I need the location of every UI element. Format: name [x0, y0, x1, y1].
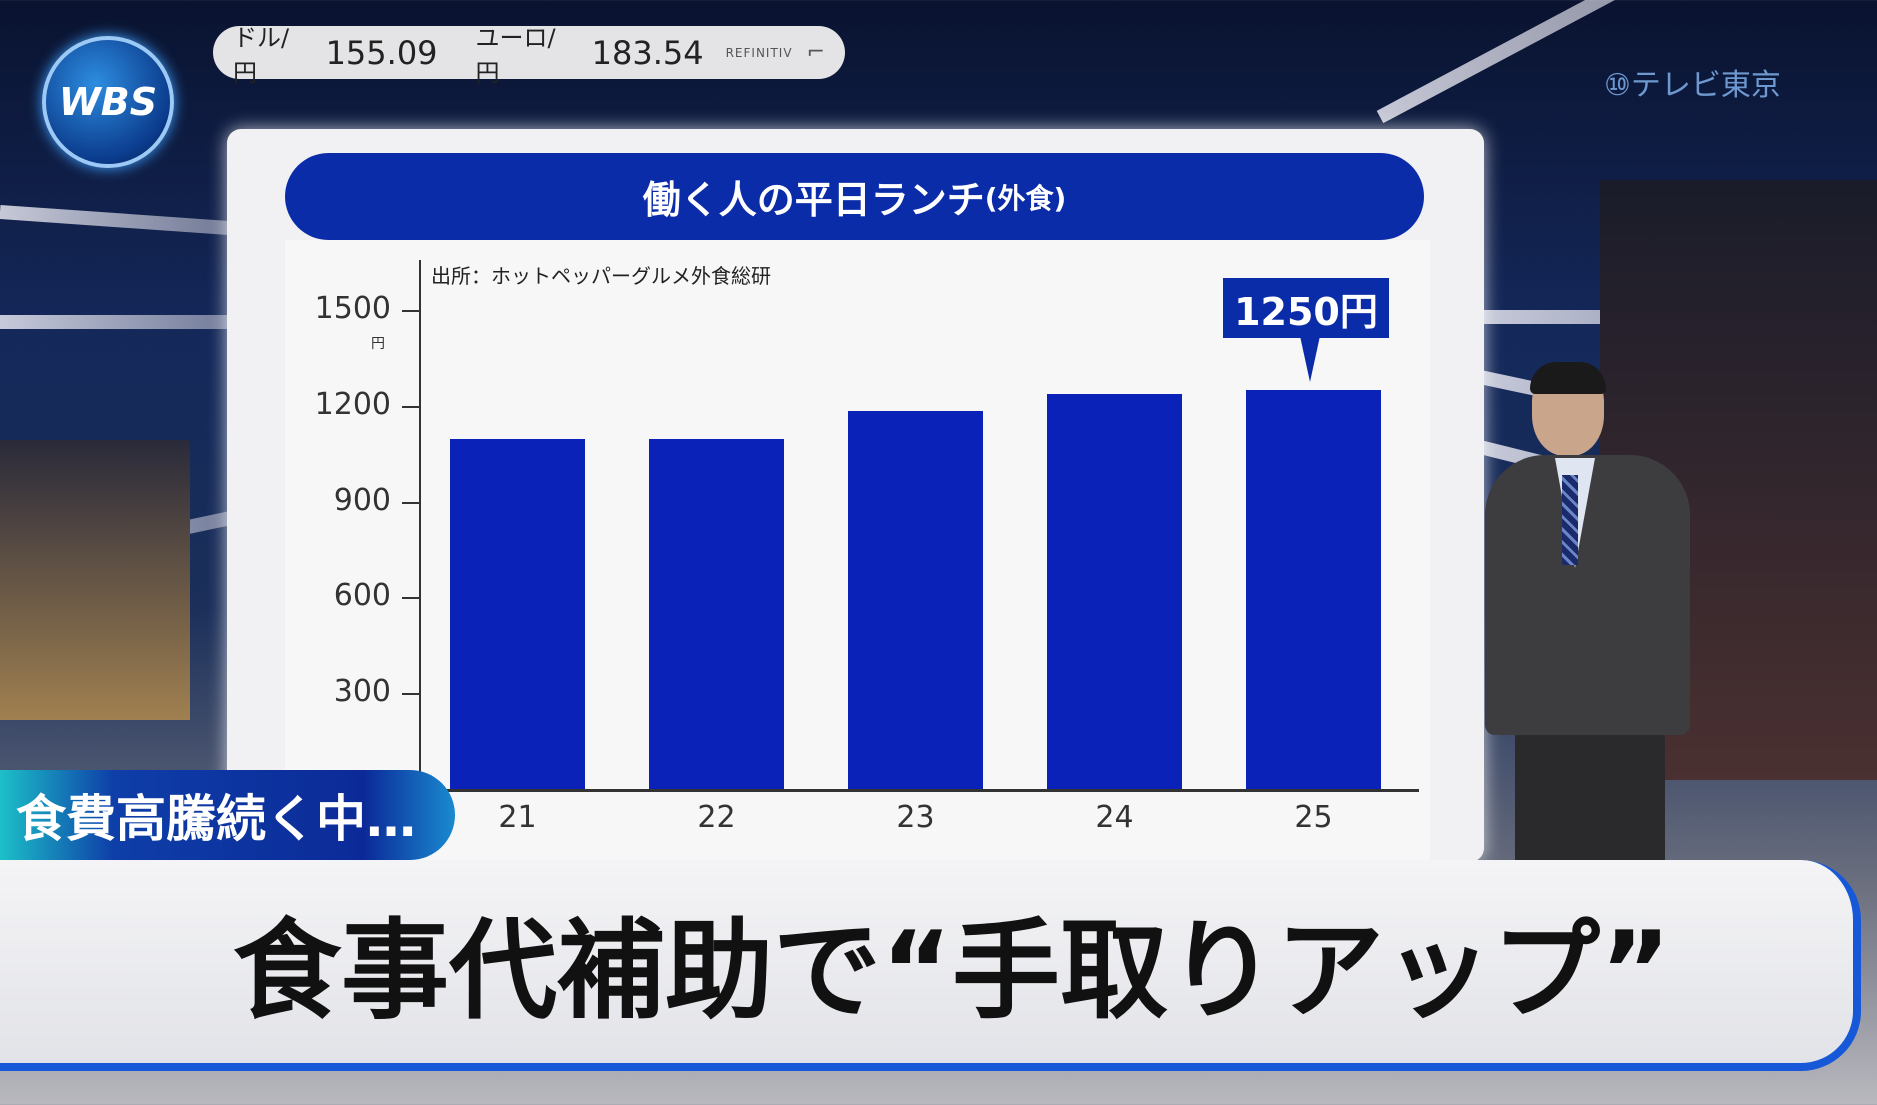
y-tick-mark — [402, 501, 419, 504]
source-label: REFINITIV — [725, 45, 793, 60]
callout-pointer — [1300, 336, 1320, 382]
background-streak — [0, 315, 240, 329]
y-tick-label: 900 — [333, 482, 391, 518]
sub-caption: 食費高騰続く中… — [0, 770, 455, 860]
y-tick-mark — [402, 310, 419, 312]
chart-title: 働く人の平日ランチ (外食) — [285, 153, 1424, 240]
chart-title-suffix: (外食) — [984, 181, 1067, 215]
city-skyline — [0, 440, 190, 720]
background-streak — [0, 205, 240, 236]
main-caption: 食事代補助で“手取りアップ” — [0, 860, 1861, 1071]
bar-24 — [1047, 393, 1182, 789]
y-tick-mark — [402, 693, 419, 696]
refinitiv-icon: ⌐ — [806, 40, 825, 65]
x-tick-label: 21 — [498, 800, 537, 835]
usd-value: 155.09 — [325, 33, 438, 72]
y-tick-label: 600 — [333, 578, 391, 614]
exchange-ticker: ドル/円 155.09 ユーロ/円 183.54 REFINITIV ⌐ — [213, 24, 845, 87]
y-tick-label: 300 — [333, 674, 391, 710]
x-tick-label: 25 — [1294, 800, 1333, 835]
usd-label: ドル/円 — [233, 23, 290, 87]
y-axis — [419, 260, 421, 790]
bar-23 — [848, 410, 983, 789]
eur-label: ユーロ/円 — [475, 23, 556, 87]
y-tick-label: 1500 — [314, 291, 391, 326]
channel-logo-text: テレビ東京 — [1630, 68, 1781, 103]
y-unit: 円 — [371, 336, 385, 352]
wbs-logo: WBS — [42, 36, 174, 168]
y-tick-mark — [402, 405, 419, 408]
x-axis — [419, 789, 1419, 792]
chart-source: 出所：ホットペッパーグルメ外食総研 — [431, 264, 771, 288]
bar-21 — [450, 439, 585, 789]
x-tick-label: 23 — [896, 800, 935, 835]
y-tick-mark — [402, 597, 419, 600]
eur-value: 183.54 — [591, 33, 704, 72]
main-caption-text: 食事代補助で“手取りアップ” — [233, 908, 1671, 1034]
value-callout: 1250円 — [1223, 278, 1389, 338]
x-tick-label: 22 — [697, 800, 736, 835]
bar-25 — [1246, 389, 1381, 789]
wbs-logo-text: WBS — [58, 80, 158, 124]
y-tick-label: 1200 — [314, 386, 391, 422]
bar-22 — [649, 439, 784, 789]
x-tick-label: 24 — [1095, 800, 1134, 835]
sub-caption-text: 食費高騰続く中… — [16, 790, 416, 848]
channel-logo: ⑩テレビ東京 — [1604, 68, 1781, 103]
chart-title-text: 働く人の平日ランチ — [642, 178, 985, 222]
